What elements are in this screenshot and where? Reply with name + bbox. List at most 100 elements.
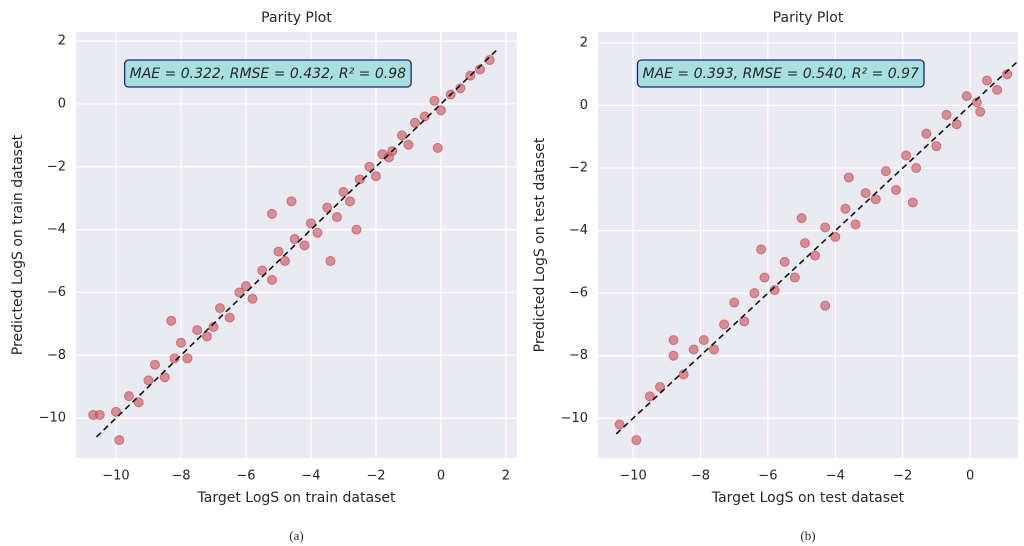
point (364, 161, 375, 172)
point (149, 359, 160, 370)
point (843, 172, 854, 183)
point (455, 83, 466, 94)
point (338, 186, 349, 197)
point (143, 375, 154, 386)
point (182, 353, 193, 364)
x-tick-label: −10 (619, 469, 646, 484)
point (901, 150, 912, 161)
x-tick-label: −2 (893, 469, 912, 484)
point (830, 231, 841, 242)
parity-line (95, 49, 497, 438)
annotation-text: MAE = 0.322, RMSE = 0.432, R² = 0.98 (130, 66, 406, 82)
point (931, 141, 942, 152)
x-tick-label: −2 (366, 469, 385, 484)
point (289, 234, 300, 245)
y-tick-label: −6 (47, 285, 66, 300)
point (331, 212, 342, 223)
y-tick-label: −8 (569, 348, 588, 363)
point (322, 202, 333, 213)
point (409, 117, 420, 128)
point (678, 369, 689, 380)
point (729, 297, 740, 308)
y-axis-label: Predicted LogS on test dataset (532, 137, 548, 352)
point (796, 213, 807, 224)
point (94, 409, 105, 420)
point (484, 54, 495, 65)
point (175, 337, 186, 348)
point (312, 227, 323, 238)
y-axis-label: Predicted LogS on train dataset (10, 134, 26, 355)
chart-title: Parity Plot (261, 10, 332, 26)
point (840, 203, 851, 214)
point (354, 174, 365, 185)
point (110, 406, 121, 417)
point (756, 244, 767, 255)
x-tick-label: −6 (758, 469, 777, 484)
x-tick-label: −6 (236, 469, 255, 484)
point (266, 274, 277, 285)
point (344, 196, 355, 207)
x-axis-label: Target LogS on test dataset (711, 490, 905, 506)
point (951, 119, 962, 130)
point (166, 315, 177, 326)
point (114, 435, 125, 446)
point (907, 197, 918, 208)
point (370, 171, 381, 182)
point (789, 272, 800, 283)
point (266, 208, 277, 219)
point (820, 222, 831, 233)
point (992, 84, 1003, 95)
point (631, 435, 642, 446)
point (961, 91, 972, 102)
annotation-box (636, 59, 925, 88)
point (719, 319, 730, 330)
point (201, 331, 212, 342)
point (921, 128, 932, 139)
point (981, 75, 992, 86)
point (749, 288, 760, 299)
point (192, 325, 203, 336)
point (655, 382, 666, 392)
x-tick-label: −4 (826, 469, 845, 484)
y-tick-label: −8 (47, 348, 66, 363)
x-tick-label: −8 (691, 469, 710, 484)
point (850, 219, 861, 230)
y-tick-label: 2 (58, 34, 66, 49)
y-tick-label: −4 (569, 223, 588, 238)
point (429, 95, 440, 106)
point (1002, 69, 1013, 80)
point (668, 335, 679, 346)
point (941, 109, 952, 120)
point (739, 316, 750, 327)
annotation-text: MAE = 0.393, RMSE = 0.540, R² = 0.97 (642, 66, 918, 82)
x-axis-label: Target LogS on train dataset (197, 490, 396, 506)
point (403, 139, 414, 150)
point (688, 344, 699, 355)
point (820, 300, 831, 311)
point (299, 240, 310, 251)
caption: (a) (289, 528, 303, 543)
point (668, 350, 679, 361)
point (247, 293, 258, 304)
parity-line (615, 61, 1018, 435)
point (419, 111, 430, 122)
point (240, 281, 251, 292)
point (257, 265, 268, 276)
point (396, 130, 407, 141)
point (799, 238, 810, 249)
point (860, 188, 871, 199)
point (435, 105, 446, 116)
point (870, 194, 881, 205)
point (224, 312, 235, 323)
point (159, 372, 170, 383)
y-tick-label: −2 (569, 161, 588, 176)
point (383, 152, 394, 163)
point (273, 246, 284, 257)
point (305, 218, 316, 229)
point (133, 397, 144, 408)
y-tick-label: 0 (58, 96, 66, 111)
x-tick-label: 0 (437, 469, 445, 484)
point (971, 97, 982, 108)
point (708, 344, 719, 355)
